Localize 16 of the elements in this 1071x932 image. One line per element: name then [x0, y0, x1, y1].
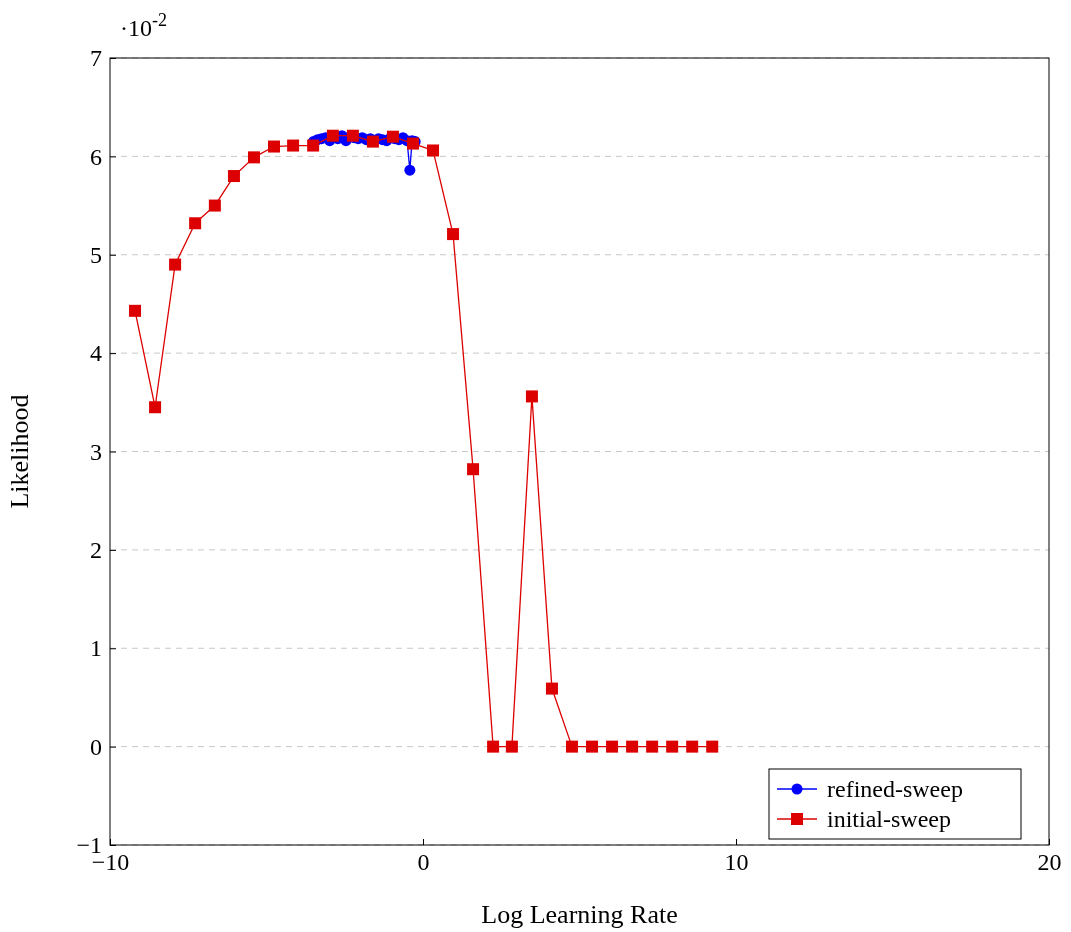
x-axis-title: Log Learning Rate	[481, 900, 678, 929]
y-tick-label: 1	[90, 635, 102, 662]
y-tick-label: 6	[90, 143, 102, 170]
legend-label: refined-sweep	[827, 776, 963, 802]
y-tick-label: 7	[90, 45, 102, 72]
y-tick-label: 5	[90, 241, 102, 268]
text: ·10$^{-2}$	[120, 10, 167, 41]
x-tick-label: 10	[724, 849, 749, 876]
x-tick-label: 0	[417, 849, 430, 876]
y-tick-label: 4	[90, 340, 102, 367]
y-axis-title: Likelihood	[5, 394, 34, 509]
y-tick-label: 0	[90, 733, 102, 760]
x-tick-label: 20	[1037, 849, 1062, 876]
y-tick-label: 3	[90, 438, 102, 465]
y-tick-label: 2	[90, 537, 102, 564]
legend-label: initial-sweep	[827, 806, 951, 832]
